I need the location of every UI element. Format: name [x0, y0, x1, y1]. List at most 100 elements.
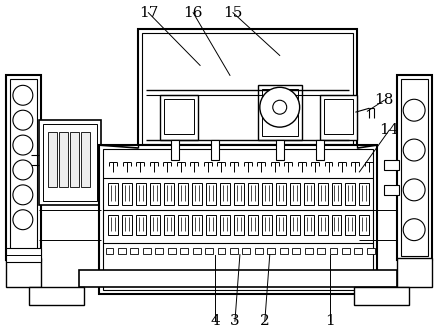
Bar [384, 185, 399, 195]
Text: 2: 2 [260, 314, 270, 328]
Bar [180, 248, 188, 254]
Text: 18: 18 [374, 93, 394, 107]
Circle shape [403, 219, 425, 241]
Bar [290, 183, 300, 205]
Bar [136, 183, 146, 205]
Bar [276, 215, 286, 235]
Bar [48, 132, 57, 187]
Bar [262, 215, 272, 235]
Bar [138, 28, 357, 148]
Text: 4: 4 [210, 314, 220, 328]
Bar [304, 215, 314, 235]
Bar [6, 75, 41, 260]
Bar [206, 215, 216, 235]
Bar [346, 215, 355, 235]
Circle shape [403, 139, 425, 161]
Bar [206, 183, 216, 205]
Bar [367, 248, 375, 254]
Bar [320, 95, 357, 140]
Bar [276, 183, 286, 205]
Circle shape [13, 160, 33, 180]
Bar [280, 248, 288, 254]
Circle shape [403, 99, 425, 121]
Bar [123, 183, 132, 205]
Bar [262, 89, 298, 136]
Bar [205, 248, 213, 254]
Bar [168, 248, 176, 254]
Bar [164, 183, 174, 205]
Bar [164, 215, 174, 235]
Bar [150, 215, 160, 235]
Bar [193, 248, 201, 254]
Bar [143, 248, 151, 254]
Bar [211, 140, 219, 160]
Bar [6, 258, 41, 287]
Bar [10, 79, 37, 256]
Bar [99, 145, 377, 294]
Bar [276, 140, 284, 160]
Bar [131, 248, 138, 254]
Bar [171, 140, 179, 160]
Bar [106, 248, 113, 254]
Bar [109, 183, 118, 205]
Bar [230, 248, 238, 254]
Bar [401, 79, 428, 256]
Bar [102, 149, 373, 290]
Text: 14: 14 [379, 123, 399, 137]
Bar [160, 95, 198, 140]
Bar [43, 124, 96, 201]
Bar [248, 215, 258, 235]
Text: 16: 16 [184, 6, 203, 20]
Bar [39, 120, 101, 205]
Circle shape [13, 210, 33, 230]
Bar [318, 183, 328, 205]
Bar [359, 215, 369, 235]
Bar [354, 248, 362, 254]
Bar [150, 183, 160, 205]
Bar [248, 183, 258, 205]
Bar [242, 248, 251, 254]
Bar [332, 215, 342, 235]
Bar [290, 215, 300, 235]
Bar [354, 287, 409, 305]
Bar [136, 215, 146, 235]
Bar [315, 140, 324, 160]
Bar [118, 248, 126, 254]
Bar [318, 215, 328, 235]
Bar [155, 248, 163, 254]
Bar [317, 248, 325, 254]
Bar [324, 99, 353, 134]
Text: 1: 1 [325, 314, 334, 328]
Bar [192, 183, 202, 205]
Bar [397, 75, 432, 260]
Text: 3: 3 [230, 314, 240, 328]
Bar [255, 248, 263, 254]
Bar [192, 215, 202, 235]
Bar [178, 183, 188, 205]
Circle shape [13, 185, 33, 205]
Bar [292, 248, 300, 254]
Bar [332, 183, 342, 205]
Bar [258, 85, 302, 140]
Bar [70, 132, 79, 187]
Bar [342, 248, 350, 254]
Bar [29, 287, 84, 305]
Bar [220, 215, 230, 235]
Bar [359, 183, 369, 205]
Bar [164, 99, 194, 134]
Circle shape [13, 85, 33, 105]
Bar [123, 215, 132, 235]
Bar [267, 248, 275, 254]
Bar [218, 248, 226, 254]
Circle shape [13, 110, 33, 130]
Bar [59, 132, 67, 187]
Circle shape [260, 87, 300, 127]
Bar [262, 183, 272, 205]
Bar [234, 183, 244, 205]
Bar [304, 183, 314, 205]
Circle shape [403, 179, 425, 201]
Bar [304, 248, 313, 254]
Text: 15: 15 [223, 6, 243, 20]
Bar [6, 248, 41, 261]
Bar [220, 183, 230, 205]
